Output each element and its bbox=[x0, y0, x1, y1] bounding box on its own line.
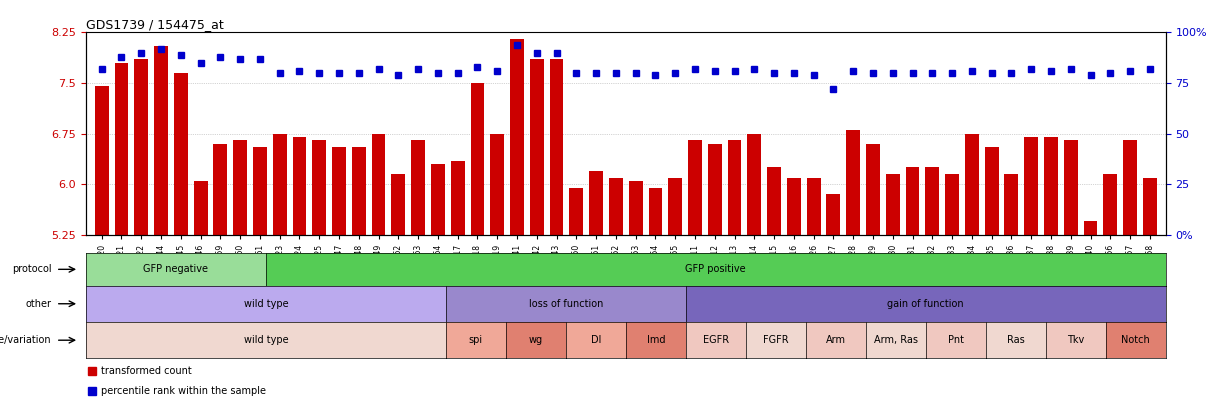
Bar bbox=[985, 147, 999, 235]
Text: transformed count: transformed count bbox=[102, 366, 191, 375]
Bar bbox=[174, 73, 188, 235]
Bar bbox=[391, 174, 405, 235]
Bar bbox=[550, 60, 563, 235]
Bar bbox=[411, 141, 425, 235]
Bar bbox=[728, 141, 741, 235]
Bar bbox=[510, 39, 524, 235]
Bar bbox=[688, 141, 702, 235]
Bar bbox=[94, 86, 109, 235]
Bar bbox=[628, 181, 643, 235]
Text: percentile rank within the sample: percentile rank within the sample bbox=[102, 386, 266, 396]
Text: GFP negative: GFP negative bbox=[144, 264, 209, 274]
Bar bbox=[313, 141, 326, 235]
Bar bbox=[372, 134, 385, 235]
Bar bbox=[925, 167, 939, 235]
Bar bbox=[352, 147, 366, 235]
Text: protocol: protocol bbox=[12, 264, 52, 274]
Text: genotype/variation: genotype/variation bbox=[0, 335, 52, 345]
Bar bbox=[827, 194, 840, 235]
Text: spi: spi bbox=[469, 335, 483, 345]
Bar bbox=[272, 134, 287, 235]
Bar bbox=[767, 167, 782, 235]
Bar bbox=[609, 177, 623, 235]
Text: Dl: Dl bbox=[590, 335, 601, 345]
Text: Imd: Imd bbox=[647, 335, 665, 345]
Text: gain of function: gain of function bbox=[887, 299, 964, 309]
Bar bbox=[1064, 141, 1077, 235]
Text: EGFR: EGFR bbox=[703, 335, 729, 345]
Bar bbox=[431, 164, 445, 235]
Text: GDS1739 / 154475_at: GDS1739 / 154475_at bbox=[86, 18, 223, 31]
Bar bbox=[333, 147, 346, 235]
Bar bbox=[114, 63, 129, 235]
Bar bbox=[747, 134, 761, 235]
Text: Pnt: Pnt bbox=[947, 335, 963, 345]
Bar bbox=[1123, 141, 1137, 235]
Text: other: other bbox=[26, 299, 52, 309]
Text: wg: wg bbox=[529, 335, 542, 345]
Bar bbox=[806, 177, 821, 235]
Text: GFP positive: GFP positive bbox=[686, 264, 746, 274]
Bar bbox=[450, 161, 465, 235]
Bar bbox=[233, 141, 247, 235]
Bar bbox=[649, 188, 663, 235]
Bar bbox=[1083, 222, 1097, 235]
Bar bbox=[906, 167, 919, 235]
Bar bbox=[886, 174, 899, 235]
Text: Arm: Arm bbox=[826, 335, 845, 345]
Bar bbox=[1103, 174, 1118, 235]
Bar bbox=[213, 144, 227, 235]
Bar bbox=[589, 171, 602, 235]
Text: Ras: Ras bbox=[1007, 335, 1025, 345]
Bar bbox=[945, 174, 960, 235]
Bar bbox=[708, 144, 721, 235]
Text: wild type: wild type bbox=[243, 299, 288, 309]
Bar bbox=[155, 46, 168, 235]
Bar bbox=[1142, 177, 1157, 235]
Bar bbox=[292, 137, 307, 235]
Bar bbox=[787, 177, 801, 235]
Text: wild type: wild type bbox=[243, 335, 288, 345]
Bar bbox=[964, 134, 979, 235]
Bar bbox=[669, 177, 682, 235]
Text: Notch: Notch bbox=[1121, 335, 1150, 345]
Bar bbox=[491, 134, 504, 235]
Bar bbox=[1044, 137, 1058, 235]
Bar bbox=[470, 83, 485, 235]
Bar bbox=[253, 147, 266, 235]
Bar bbox=[866, 144, 880, 235]
Text: loss of function: loss of function bbox=[529, 299, 602, 309]
Bar bbox=[134, 60, 148, 235]
Bar bbox=[569, 188, 583, 235]
Bar bbox=[847, 130, 860, 235]
Text: Arm, Ras: Arm, Ras bbox=[874, 335, 918, 345]
Text: Tkv: Tkv bbox=[1067, 335, 1085, 345]
Bar bbox=[194, 181, 207, 235]
Bar bbox=[530, 60, 544, 235]
Bar bbox=[1005, 174, 1018, 235]
Text: FGFR: FGFR bbox=[763, 335, 789, 345]
Bar bbox=[1025, 137, 1038, 235]
